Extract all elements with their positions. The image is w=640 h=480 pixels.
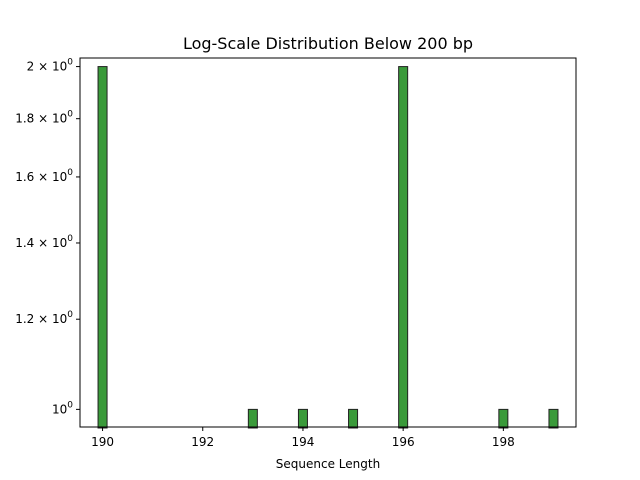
y-tick-label: 100: [52, 400, 73, 416]
y-tick-label: 1.8 × 100: [15, 110, 73, 126]
y-tick-label: 1.2 × 100: [15, 310, 73, 326]
x-axis-ticks: 190 192 194 196 198: [91, 427, 515, 449]
bar-195: [348, 408, 359, 429]
x-axis-label: Sequence Length: [276, 457, 380, 471]
bar-198: [498, 408, 509, 429]
y-axis-ticks: 100 1.2 × 100 1.4 × 100 1.6 × 100 1.8 × 100 2…: [15, 58, 80, 416]
chart-title: Log-Scale Distribution Below 200 bp: [183, 34, 473, 53]
x-tick-label: 190: [91, 435, 114, 449]
bars-group: [97, 66, 559, 429]
bar-193: [247, 408, 258, 429]
x-tick-label: 194: [291, 435, 314, 449]
x-tick-label: 192: [191, 435, 214, 449]
bar-199: [548, 408, 559, 429]
bar-190: [97, 66, 108, 429]
y-tick-label: 1.6 × 100: [15, 168, 73, 184]
y-tick-label: 2 × 100: [27, 58, 74, 74]
bar-196: [398, 66, 409, 429]
x-tick-label: 196: [392, 435, 415, 449]
y-tick-label: 1.4 × 100: [15, 234, 73, 250]
x-tick-label: 198: [492, 435, 515, 449]
bar-194: [297, 408, 308, 429]
plot-frame: [79, 57, 577, 428]
